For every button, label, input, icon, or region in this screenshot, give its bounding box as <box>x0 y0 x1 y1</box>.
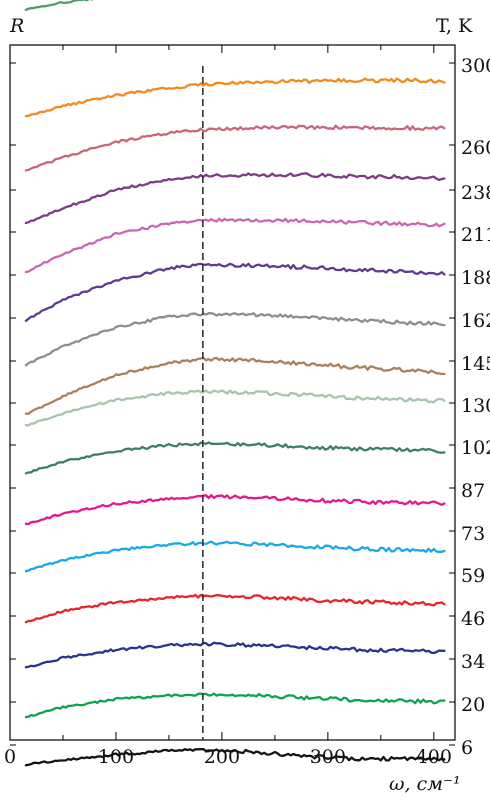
temperature-label-102: 102 <box>461 437 490 459</box>
temperature-label-87: 87 <box>461 480 485 502</box>
temperature-label-188: 188 <box>461 267 490 289</box>
temperature-label-46: 46 <box>461 608 485 630</box>
series-line-188k <box>24 217 446 274</box>
tick-group <box>9 45 455 746</box>
series-line-130k <box>24 356 446 415</box>
series-line-59k <box>24 540 446 573</box>
temperature-label-238: 238 <box>461 182 490 204</box>
x-tick-labels: 0 100 200 300 400 <box>4 746 452 768</box>
x-tick-label-0: 0 <box>4 746 16 768</box>
series-line-20k <box>24 692 446 719</box>
y-axis-label: R <box>9 15 24 37</box>
series-line-102k <box>24 389 446 427</box>
temperature-label-260: 260 <box>461 137 490 159</box>
x-tick-label-300: 300 <box>310 746 346 768</box>
series-line-87k <box>24 441 446 475</box>
temperature-label-130: 130 <box>461 395 490 417</box>
series-line-260k <box>24 77 446 118</box>
x-tick-label-400: 400 <box>416 746 452 768</box>
temperature-label-20: 20 <box>461 694 485 716</box>
right-axis-label: T, K <box>436 15 473 37</box>
x-axis-label: ω, см⁻¹ <box>389 773 461 795</box>
series-line-145k <box>24 312 446 367</box>
temperature-label-73: 73 <box>461 523 485 545</box>
series-group <box>24 0 446 767</box>
series-line-6k <box>24 748 446 767</box>
temperature-label-34: 34 <box>461 651 485 673</box>
series-line-46k <box>24 593 446 624</box>
temperature-label-300: 300 <box>461 55 490 77</box>
temperature-label-145: 145 <box>461 353 490 375</box>
plot-frame <box>9 44 456 741</box>
x-tick-label-200: 200 <box>204 746 240 768</box>
x-tick-label-100: 100 <box>98 746 134 768</box>
series-line-162k <box>24 262 446 322</box>
temperature-label-59: 59 <box>461 565 485 587</box>
temperature-label-211: 211 <box>461 224 490 246</box>
series-line-300k <box>24 0 94 11</box>
series-line-73k <box>24 494 446 526</box>
series-line-34k <box>24 641 446 669</box>
temperature-label-162: 162 <box>461 310 490 332</box>
temperature-labels: 300 260 238 211 188 162 145 130 102 87 73 59 46 34 20 6 <box>461 55 490 759</box>
series-line-211k <box>24 172 446 225</box>
temperature-label-6: 6 <box>461 737 473 759</box>
series-line-238k <box>24 124 446 172</box>
